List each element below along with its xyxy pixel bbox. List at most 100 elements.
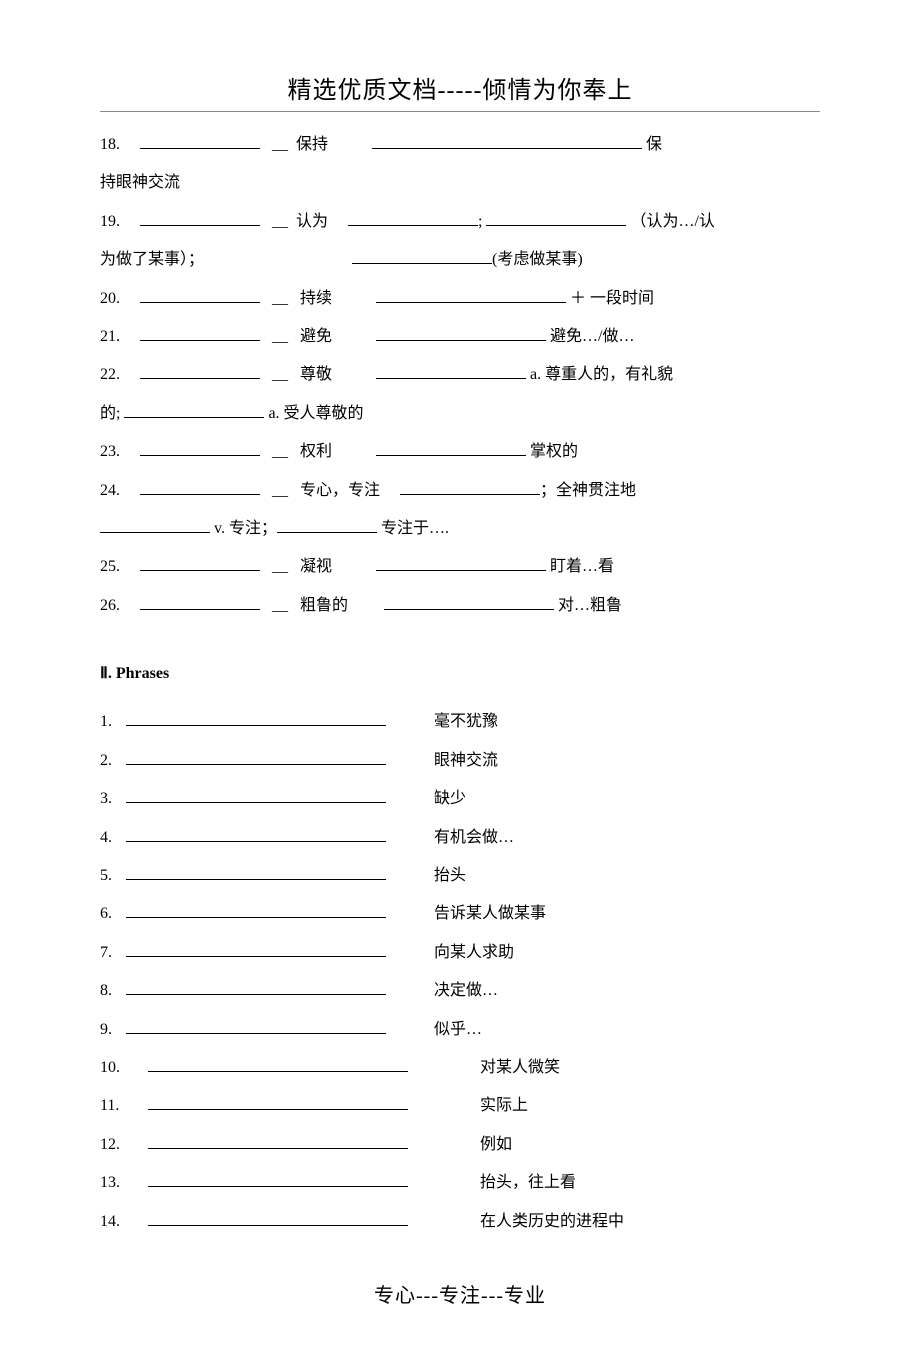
item-21: 21. __ 避免 避免…/做…	[100, 318, 820, 356]
tail: 盯着…看	[546, 558, 614, 575]
tail: ＋ 一段时间	[566, 290, 654, 307]
blank[interactable]	[140, 322, 260, 341]
phrase-meaning: 向某人求助	[386, 934, 514, 972]
blank[interactable]	[126, 861, 386, 880]
blank[interactable]	[352, 246, 492, 265]
phrase-row: 9. 似乎…	[100, 1011, 820, 1049]
word: 保持	[296, 136, 328, 153]
phrase-num: 8.	[100, 972, 126, 1010]
blank[interactable]	[148, 1092, 408, 1111]
phrase-num: 7.	[100, 934, 126, 972]
tail: (考虑做某事)	[492, 251, 583, 268]
item-25: 25. __ 凝视 盯着…看	[100, 548, 820, 586]
blank[interactable]	[376, 284, 566, 303]
tail: 对…粗鲁	[554, 597, 622, 614]
phrase-num: 1.	[100, 703, 126, 741]
blank[interactable]	[384, 591, 554, 610]
phrase-row: 8. 决定做…	[100, 972, 820, 1010]
page-header: 精选优质文档-----倾情为你奉上	[100, 70, 820, 112]
phrase-row: 6. 告诉某人做某事	[100, 895, 820, 933]
blank[interactable]	[140, 284, 260, 303]
phrase-num: 3.	[100, 780, 126, 818]
word: 避免	[300, 328, 332, 345]
phrase-meaning: 告诉某人做某事	[386, 895, 546, 933]
blank[interactable]	[348, 207, 478, 226]
phrase-num: 12.	[100, 1126, 148, 1164]
blank[interactable]	[124, 399, 264, 418]
blank[interactable]	[100, 514, 210, 533]
item-19b: 为做了某事）； (考虑做某事)	[100, 241, 820, 279]
tail: ；全神贯注地	[540, 482, 636, 499]
tail: 专注于….	[377, 520, 449, 537]
blank[interactable]	[126, 708, 386, 727]
blank[interactable]	[140, 476, 260, 495]
blank[interactable]	[126, 746, 386, 765]
item-26: 26. __ 粗鲁的 对…粗鲁	[100, 587, 820, 625]
blank[interactable]	[126, 785, 386, 804]
blank[interactable]	[140, 591, 260, 610]
blank[interactable]	[376, 322, 546, 341]
blank[interactable]	[140, 553, 260, 572]
blank[interactable]	[400, 476, 540, 495]
tail: （认为…/认	[630, 213, 714, 230]
blank[interactable]	[140, 361, 260, 380]
blank[interactable]	[126, 938, 386, 957]
item-18: 18. __ 保持 保	[100, 126, 820, 164]
phrase-num: 4.	[100, 819, 126, 857]
blank[interactable]	[376, 438, 526, 457]
tail: 避免…/做…	[546, 328, 634, 345]
phrase-num: 2.	[100, 742, 126, 780]
blank[interactable]	[148, 1130, 408, 1149]
tail: 保	[642, 136, 662, 153]
phrase-num: 11.	[100, 1087, 148, 1125]
phrase-row: 10.对某人微笑	[100, 1049, 820, 1087]
page-footer: 专心---专注---专业	[100, 1279, 820, 1308]
blank[interactable]	[372, 130, 642, 149]
item-19: 19. __ 认为 ; （认为…/认	[100, 203, 820, 241]
blank[interactable]	[277, 514, 377, 533]
word: 尊敬	[300, 366, 332, 383]
phrase-meaning: 抬头	[386, 857, 466, 895]
blank[interactable]	[140, 130, 260, 149]
word: 权利	[300, 443, 332, 460]
blank[interactable]	[140, 438, 260, 457]
phrase-meaning: 有机会做…	[386, 819, 514, 857]
phrase-meaning: 缺少	[386, 780, 466, 818]
blank[interactable]	[148, 1053, 408, 1072]
blank[interactable]	[126, 823, 386, 842]
blank[interactable]	[126, 1015, 386, 1034]
blank[interactable]	[148, 1169, 408, 1188]
phrase-meaning: 例如	[408, 1126, 512, 1164]
word: 专心，专注	[300, 482, 380, 499]
item-18b: 持眼神交流	[100, 164, 820, 202]
blank[interactable]	[148, 1207, 408, 1226]
phrase-row: 4. 有机会做…	[100, 819, 820, 857]
phrase-meaning: 在人类历史的进程中	[408, 1203, 624, 1241]
below-prefix: 的;	[100, 405, 124, 422]
phrase-row: 13.抬头，往上看	[100, 1164, 820, 1202]
phrase-row: 1. 毫不犹豫	[100, 703, 820, 741]
item-24: 24. __ 专心，专注 ；全神贯注地	[100, 472, 820, 510]
word: 粗鲁的	[300, 597, 348, 614]
phrase-meaning: 眼神交流	[386, 742, 498, 780]
word: 持续	[300, 290, 332, 307]
tail: 掌权的	[526, 443, 578, 460]
phrase-meaning: 决定做…	[386, 972, 498, 1010]
phrase-meaning: 毫不犹豫	[386, 703, 498, 741]
phrase-row: 7. 向某人求助	[100, 934, 820, 972]
phrase-meaning: 对某人微笑	[408, 1049, 560, 1087]
blank[interactable]	[376, 361, 526, 380]
blank[interactable]	[126, 900, 386, 919]
item-23: 23. __ 权利 掌权的	[100, 433, 820, 471]
blank[interactable]	[376, 553, 546, 572]
item-24b: v. 专注； 专注于….	[100, 510, 820, 548]
phrase-meaning: 似乎…	[386, 1011, 482, 1049]
phrase-num: 9.	[100, 1011, 126, 1049]
phrase-num: 6.	[100, 895, 126, 933]
phrase-row: 14. 在人类历史的进程中	[100, 1203, 820, 1241]
blank[interactable]	[126, 977, 386, 996]
below: 为做了某事）；	[100, 251, 204, 268]
blank[interactable]	[140, 207, 260, 226]
blank[interactable]	[486, 207, 626, 226]
phrase-num: 14.	[100, 1203, 148, 1241]
